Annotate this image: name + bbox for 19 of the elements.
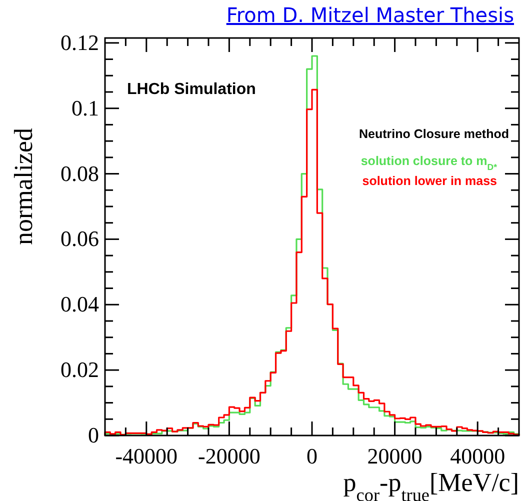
x-tick-label: 20000 (367, 444, 422, 468)
y-tick-label: 0 (88, 422, 99, 448)
y-tick-label: 0.12 (60, 30, 99, 55)
x-tick-label: -40000 (115, 444, 178, 468)
chart-title: From D. Mitzel Master Thesis (226, 3, 514, 27)
y-tick-label: 0.08 (60, 160, 99, 186)
text: solution lower in mass (362, 174, 498, 188)
y-tick-label: 0.02 (60, 357, 99, 382)
x-tick-label: 0 (306, 444, 318, 468)
x-axis-title: p$_{cor}$-p$_{true}$[MeV/c] (343, 468, 519, 501)
y-tick-label: 0.1 (72, 95, 99, 120)
annotation: LHCb Simulation (127, 81, 256, 98)
y-tick-label: 0.04 (60, 292, 99, 317)
x-tick-label: -20000 (198, 444, 260, 468)
y-axis-title: normalized (9, 128, 38, 245)
y-tick-label: 0.06 (60, 226, 99, 252)
x-tick-label: 40000 (450, 444, 506, 468)
legend-title: Neutrino Closure method (358, 127, 509, 141)
text: solution closure to m$_{D*}$ (360, 154, 498, 172)
